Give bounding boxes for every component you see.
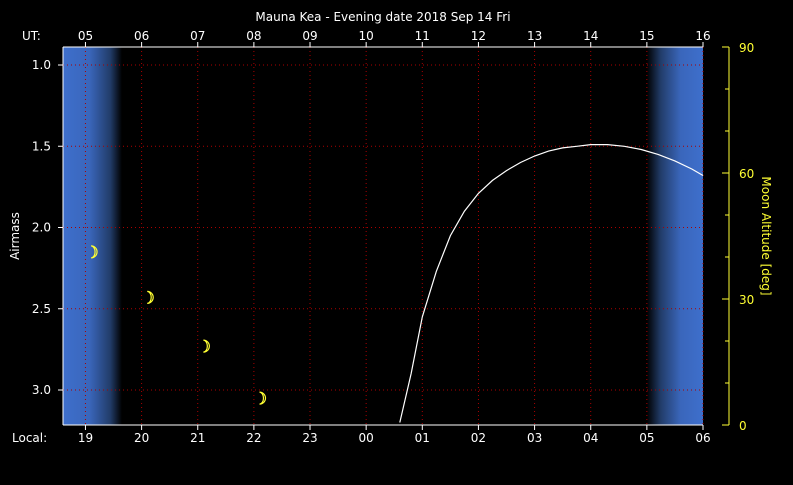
moon-altitude-tick-label: 0: [739, 419, 747, 433]
airmass-curve: [399, 144, 704, 423]
ut-tick-label: 09: [302, 29, 317, 43]
moon-altitude-tick-label: 60: [739, 167, 754, 181]
ut-tick-label: 16: [695, 29, 710, 43]
moon-altitude-tick-label: 90: [739, 41, 754, 55]
airmass-tick-label: 2.0: [32, 221, 51, 235]
plot-background: [63, 47, 703, 425]
local-tick-label: 21: [190, 431, 205, 445]
local-axis-label: Local:: [12, 431, 47, 445]
chart-title: Mauna Kea - Evening date 2018 Sep 14 Fri: [255, 10, 510, 24]
local-tick-label: 19: [78, 431, 93, 445]
morning-twilight-band: [646, 47, 703, 425]
local-tick-label: 01: [415, 431, 430, 445]
local-tick-label: 02: [471, 431, 486, 445]
moon-crescent-icon: [147, 290, 154, 304]
local-tick-label: 20: [134, 431, 149, 445]
airmass-tick-label: 2.5: [32, 302, 51, 316]
moon-crescent-icon: [203, 339, 210, 353]
plot-frame: [58, 42, 730, 430]
local-tick-label: 22: [246, 431, 261, 445]
airmass-tick-labels: 1.0 1.5 2.0 2.5 3.0: [32, 58, 51, 397]
grid-lines: [63, 47, 704, 425]
ut-tick-label: 10: [359, 29, 374, 43]
y-axis-title: Airmass: [8, 212, 22, 260]
evening-twilight-band: [63, 47, 122, 425]
local-tick-labels: 19 20 21 22 23 00 01 02 03 04 05 06: [78, 431, 711, 445]
local-tick-label: 06: [695, 431, 710, 445]
ut-tick-label: 08: [246, 29, 261, 43]
ut-tick-label: 05: [78, 29, 93, 43]
ut-axis-label: UT:: [22, 29, 41, 43]
airmass-tick-label: 1.0: [32, 58, 51, 72]
ut-tick-label: 14: [583, 29, 598, 43]
ut-tick-label: 06: [134, 29, 149, 43]
ut-tick-labels: 05 06 07 08 09 10 11 12 13 14 15 16: [78, 29, 711, 43]
ut-tick-label: 12: [471, 29, 486, 43]
airmass-tick-label: 3.0: [32, 383, 51, 397]
local-tick-label: 04: [583, 431, 598, 445]
moon-altitude-tick-labels: 0 30 60 90: [739, 41, 754, 433]
moon-crescent-icon: [90, 245, 98, 259]
moon-altitude-tick-label: 30: [739, 293, 754, 307]
airmass-tick-label: 1.5: [32, 139, 51, 153]
right-y-axis-title: Moon Altitude [deg]: [759, 176, 773, 295]
local-tick-label: 23: [302, 431, 317, 445]
ut-tick-label: 07: [190, 29, 205, 43]
local-tick-label: 05: [639, 431, 654, 445]
ut-tick-label: 11: [415, 29, 430, 43]
local-tick-label: 00: [359, 431, 374, 445]
local-tick-label: 03: [527, 431, 542, 445]
ut-tick-label: 15: [639, 29, 654, 43]
ut-tick-label: 13: [527, 29, 542, 43]
